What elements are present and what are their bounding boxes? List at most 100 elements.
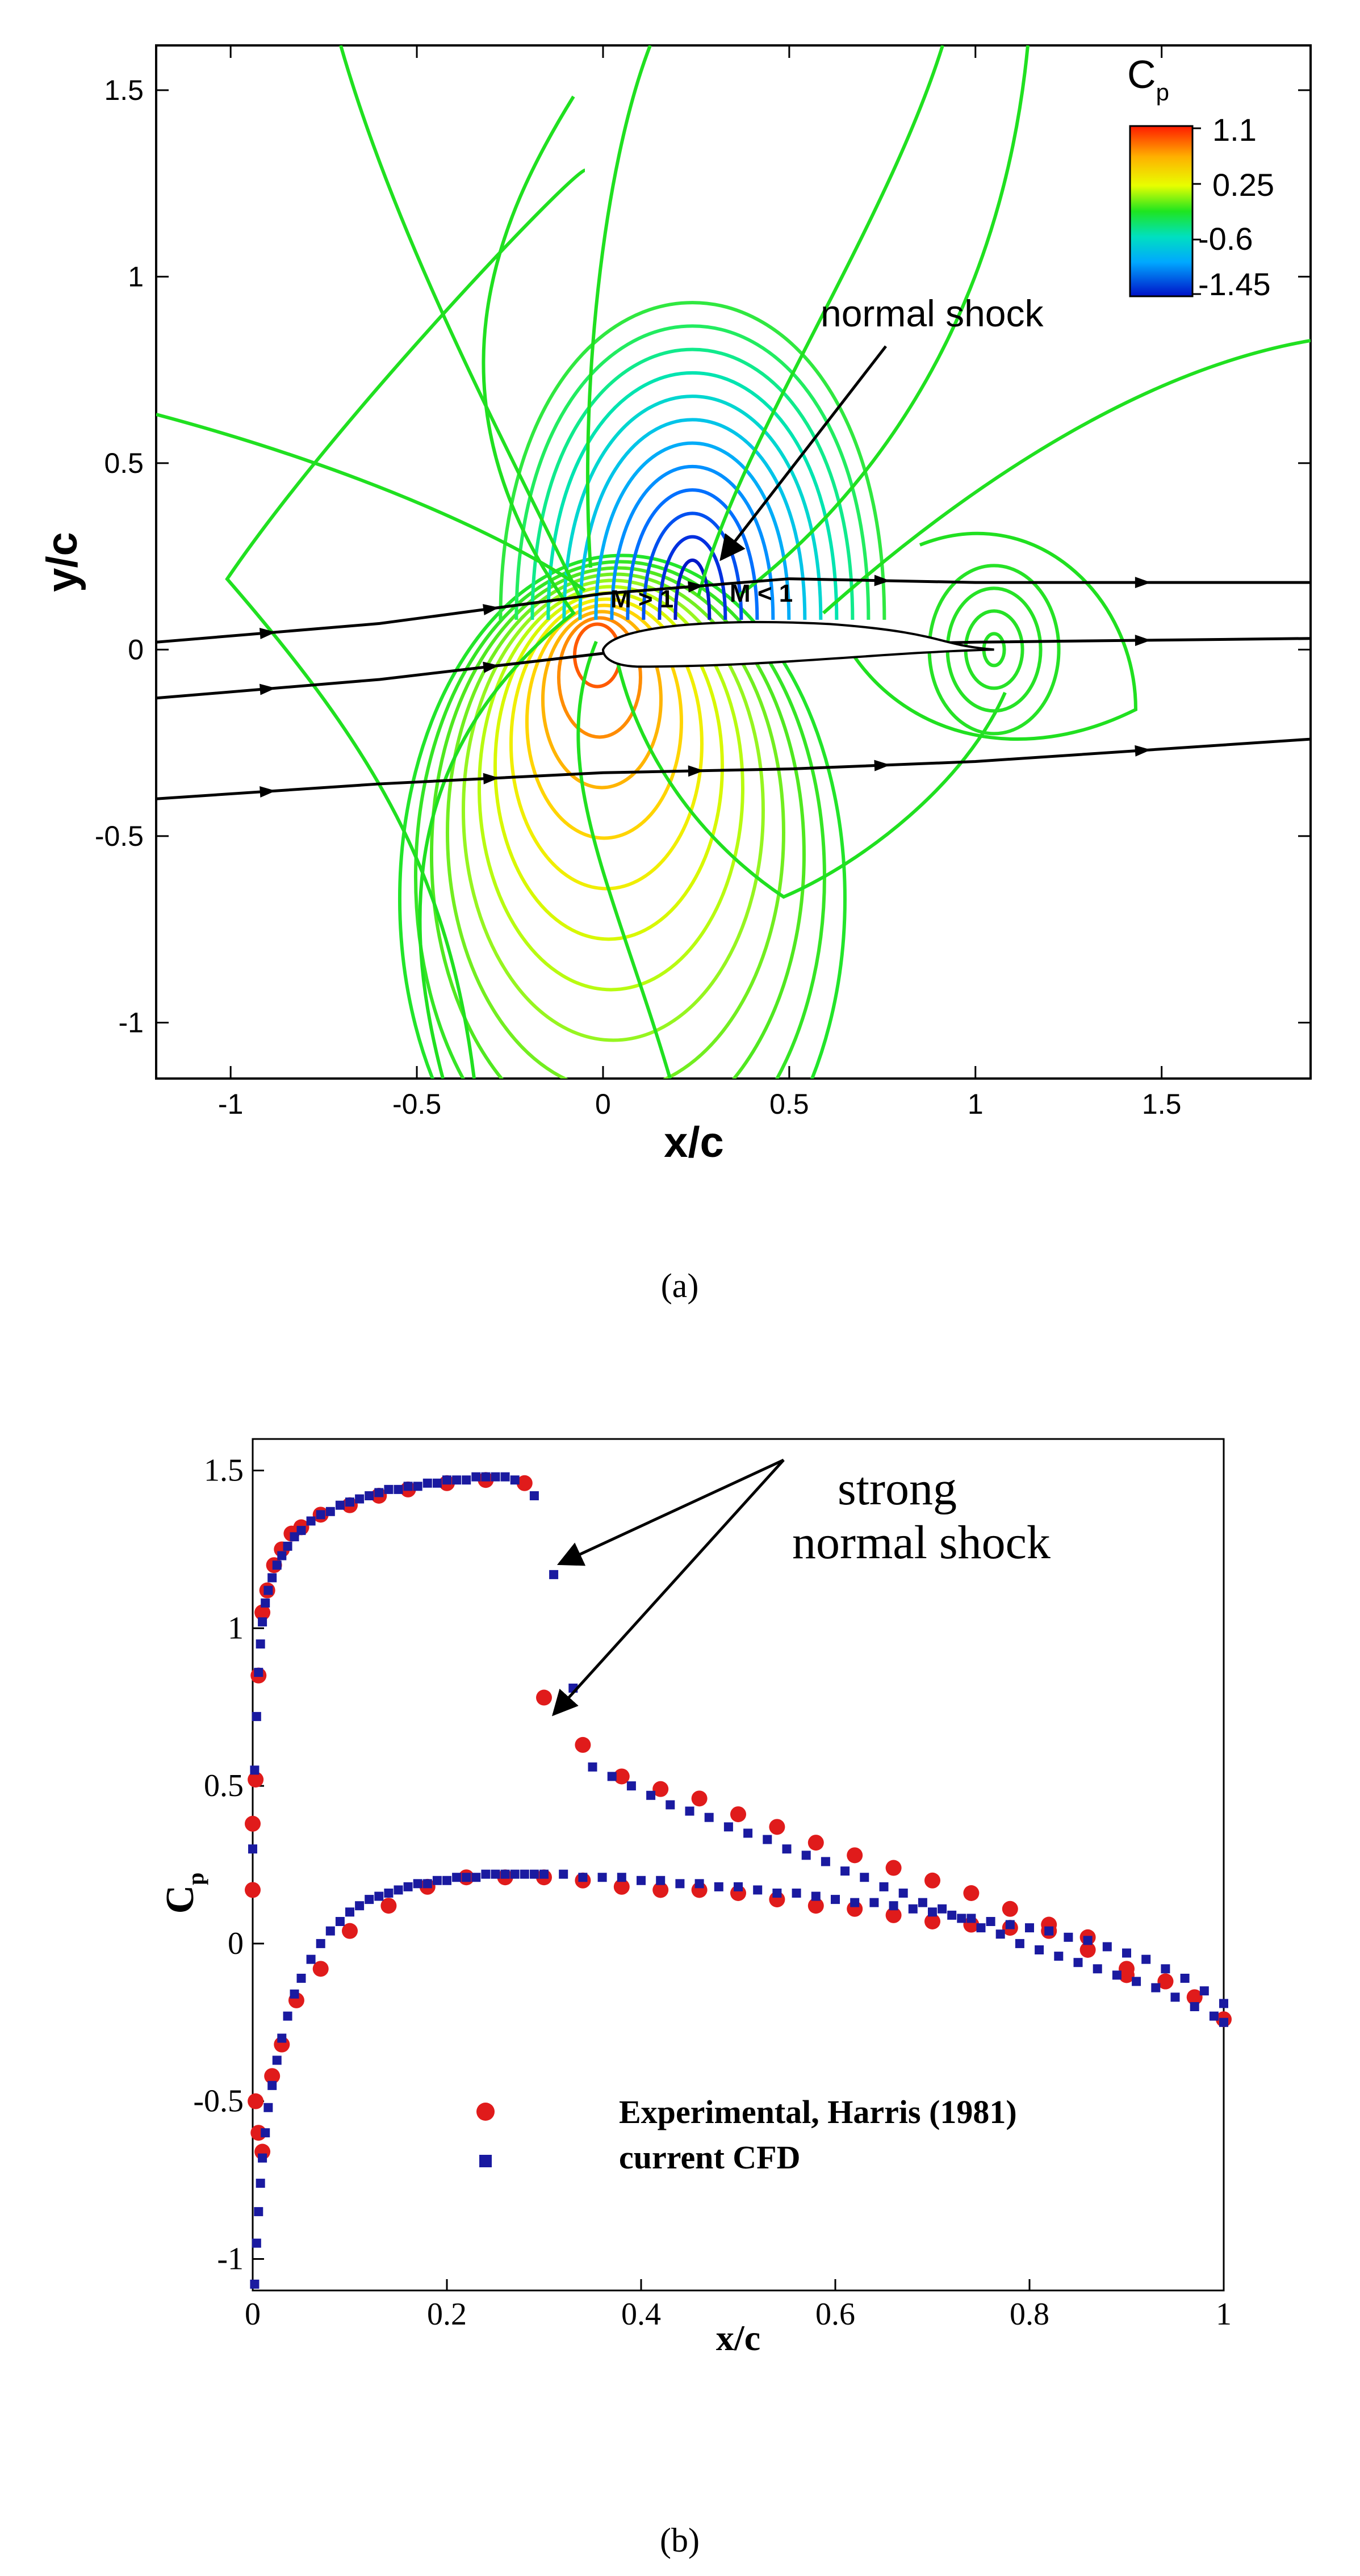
y-tick-label: 0.5 [104,447,144,479]
cfd-point [413,1879,422,1889]
experimental-point [885,1907,902,1923]
normal-shock-arrow [719,345,887,561]
cfd-point [403,1882,413,1891]
cfd-point [723,1822,733,1832]
cfd-point [296,1526,306,1535]
cfd-point [801,1851,811,1860]
cfd-point [792,1889,801,1898]
x-tick-label: 0.4 [621,2297,661,2332]
cfd-point [763,1835,772,1844]
cfd-point [588,1762,597,1772]
experimental-point [1119,1961,1135,1977]
cfd-point [491,1472,500,1482]
experimental-point [807,1835,824,1851]
cfd-point [510,1475,520,1485]
contour-line [514,324,871,620]
cfd-point [325,1926,335,1936]
legend-label-experimental: Experimental, Harris (1981) [619,2093,1017,2130]
cfd-point [306,1516,316,1526]
cfd-point [918,1898,927,1907]
experimental-point [245,1882,261,1898]
cfd-point [365,1895,374,1904]
contour-line [673,559,712,620]
contour-line [525,603,683,840]
cfd-point [254,2207,263,2217]
strong-shock-annotation-line2: normal shock [792,1516,1051,1569]
cfd-point [1064,1932,1073,1942]
cfd-point [277,1551,287,1560]
region-subsonic-label: M < 1 [730,580,793,607]
cfd-point [510,1869,520,1879]
legend-marker-cfd [479,2155,492,2167]
x-tick-label: 0.5 [769,1088,809,1120]
y-tick-label: -1 [119,1006,144,1038]
contour-line [339,45,581,597]
contour-line [850,532,1138,741]
contour-line [562,395,823,620]
cfd-point [753,1885,763,1895]
cfd-point [442,1876,451,1885]
cfd-point [258,1617,267,1627]
contour-line [225,169,586,1079]
cfd-point [1102,1942,1112,1952]
experimental-point [1079,1942,1096,1958]
cfd-point [666,1800,675,1810]
cfd-point [1035,1945,1044,1954]
colorbar-title: Cp [1127,52,1169,106]
cfd-point [442,1475,451,1485]
contour-line [418,95,576,1079]
cfd-point [539,1869,549,1879]
cfd-point [685,1806,694,1816]
cfd-point [1015,1939,1024,1948]
cfd-point [261,1598,270,1608]
contour-line [578,418,807,620]
cfd-point [283,1541,292,1551]
experimental-point [924,1914,940,1929]
contour-line [541,610,663,790]
cfd-point [250,1765,260,1775]
cp-contour-lines [156,45,1311,1079]
experimental-point [652,1781,669,1797]
cfd-point [252,1711,261,1721]
cfd-point [462,1475,471,1485]
cfd-point [811,1891,821,1901]
y-tick-label: 1 [128,261,144,292]
cfd-point [256,2179,265,2188]
cfd-point [374,1488,384,1497]
experimental-point [264,2068,281,2084]
y-tick-label: 1.5 [204,1453,244,1488]
cfd-point [1199,1986,1209,1996]
cfd-point [646,1790,656,1800]
region-supersonic-label: M > 1 [610,585,673,613]
cfd-point [403,1482,413,1491]
streamline-arrow [260,786,276,798]
cfd-point [597,1873,607,1882]
x-tick-label: -0.5 [392,1088,441,1120]
cfd-point [1122,1948,1131,1958]
cfd-point [258,2153,267,2163]
x-tick-label: 1 [968,1088,984,1120]
colorbar-tick-label: -1.45 [1198,266,1271,302]
contour-line [737,45,1030,598]
cfd-point [938,1904,947,1914]
cfd-point [743,1828,753,1838]
cfd-point [267,1573,277,1583]
cfd-point [471,1472,481,1482]
y-tick-label: -1 [217,2241,244,2276]
x-tick-label: 0 [245,2297,261,2332]
cfd-point [267,2080,277,2090]
cfd-point [335,1500,345,1510]
cfd-point [471,1873,481,1882]
cfd-point [928,1907,937,1917]
contour-line [585,45,652,568]
x-tick-label: 0.8 [1010,2297,1049,2332]
cfd-point [704,1813,714,1822]
contour-line [822,339,1311,615]
experimental-point [847,1847,863,1864]
experimental-point [691,1790,708,1807]
cfd-point [1190,2002,1199,2011]
cfd-point [1170,1992,1180,2002]
y-tick-label: 0 [128,633,144,665]
contour-line [499,301,886,620]
